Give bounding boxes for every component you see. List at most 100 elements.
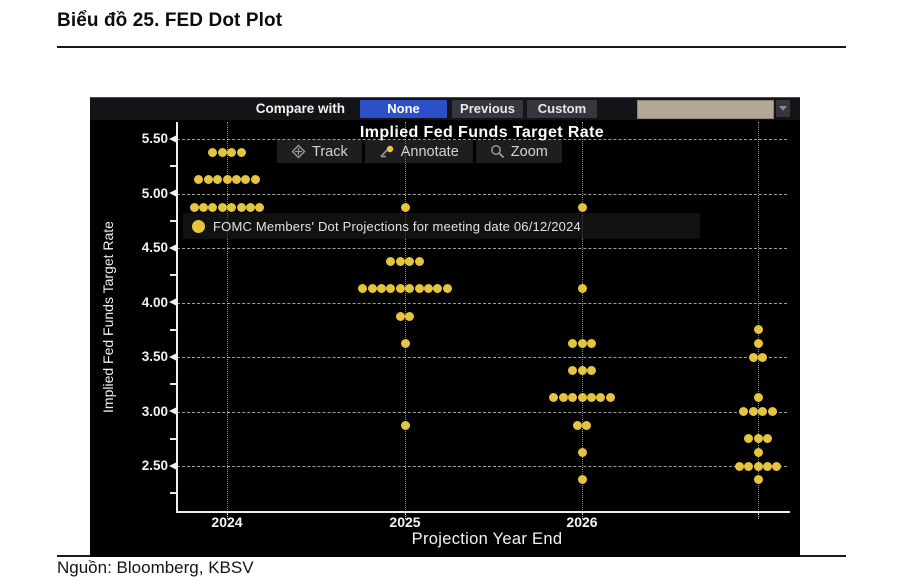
y-major-tick-marker (169, 243, 177, 252)
y-tick-label: 2.50 (141, 458, 168, 473)
fomc-dot (586, 393, 596, 403)
fomc-dot (213, 175, 223, 185)
fomc-dot (744, 461, 754, 471)
fomc-dot (767, 407, 777, 416)
legend-dot-icon (192, 219, 205, 233)
fomc-dot (442, 284, 452, 294)
zoom-button[interactable]: Zoom (475, 140, 562, 163)
y-minor-tick (170, 219, 177, 222)
y-tick-label: 3.50 (141, 349, 168, 364)
gridline-vertical (582, 122, 583, 512)
y-major-tick-marker (169, 189, 177, 197)
fomc-dot (758, 407, 768, 416)
compare-with-label: Compare with (255, 101, 345, 116)
fomc-dot (367, 284, 377, 294)
track-crosshair-icon (291, 144, 306, 159)
fomc-dot (377, 284, 386, 294)
x-tick-label: 2025 (389, 514, 421, 530)
fomc-dot (395, 284, 405, 294)
fomc-dot (577, 202, 587, 212)
y-minor-tick (170, 437, 177, 440)
gridline-horizontal (177, 302, 787, 304)
fomc-dot (753, 475, 763, 485)
fomc-dot (405, 311, 415, 321)
fomc-dot (424, 284, 433, 294)
x-axis-line (176, 511, 790, 513)
y-major-tick-marker (169, 461, 177, 470)
gridline-horizontal (177, 193, 787, 195)
page-title: Biểu đồ 25. FED Dot Plot (57, 10, 283, 31)
x-axis-tick (582, 513, 583, 519)
compare-none-button[interactable]: None (360, 100, 447, 118)
track-button[interactable]: Track (277, 140, 362, 163)
gridline-horizontal (177, 139, 787, 140)
fomc-dot (758, 352, 768, 362)
fomc-dot (400, 338, 410, 348)
track-label: Track (312, 143, 348, 160)
fomc-dot (386, 284, 396, 294)
dropdown-arrow-button[interactable] (776, 100, 790, 117)
fomc-dot (203, 175, 213, 185)
fomc-dot (236, 148, 246, 158)
y-axis-title: Implied Fed Funds Target Rate (100, 221, 116, 413)
fomc-dot (558, 393, 568, 403)
fomc-dot (748, 407, 758, 416)
zoom-magnifier-icon (490, 145, 504, 159)
gridline-horizontal (177, 411, 787, 413)
y-minor-tick (170, 328, 177, 331)
gridline-vertical (227, 122, 228, 512)
y-tick-label: 5.00 (141, 185, 168, 201)
fomc-dot (405, 257, 415, 267)
fomc-dot (577, 475, 587, 485)
y-minor-tick (170, 274, 177, 277)
fomc-dot (762, 434, 772, 444)
y-major-tick-marker (169, 407, 177, 415)
compare-dropdown-input[interactable] (637, 100, 774, 119)
fomc-dot (753, 393, 763, 403)
annotate-button[interactable]: Annotate (364, 140, 473, 163)
compare-previous-button[interactable]: Previous (452, 100, 523, 118)
fomc-dot (236, 202, 246, 212)
zoom-label: Zoom (510, 143, 548, 160)
gridline-horizontal (177, 466, 787, 467)
fomc-dot (568, 338, 578, 348)
fomc-dot (577, 447, 587, 457)
fomc-dot (414, 284, 424, 294)
fomc-dot (217, 202, 227, 212)
fomc-dot (762, 461, 772, 471)
x-axis-tick (405, 513, 406, 519)
fomc-dot (772, 461, 782, 471)
fomc-dot (194, 175, 204, 185)
chevron-down-icon (779, 106, 787, 111)
fomc-dot (734, 461, 744, 471)
fomc-dot (358, 284, 368, 294)
fomc-dot (577, 284, 587, 294)
fomc-dot (246, 202, 255, 212)
y-minor-tick (170, 165, 177, 168)
fomc-dot (400, 202, 410, 212)
x-tick-label: 2024 (211, 514, 243, 530)
y-tick-label: 5.50 (141, 131, 168, 146)
y-axis-line (176, 122, 178, 513)
fomc-dot (753, 434, 763, 444)
gridline-horizontal (177, 248, 787, 249)
y-minor-tick (170, 492, 177, 495)
fomc-dot (577, 366, 587, 376)
y-major-tick-marker (169, 352, 177, 361)
fomc-dot (395, 311, 405, 321)
source-caption: Nguồn: Bloomberg, KBSV (57, 558, 254, 577)
fomc-dot (572, 420, 582, 430)
chart-toolbar: Track Annotate Zoom (277, 140, 562, 163)
compare-custom-button[interactable]: Custom (527, 100, 597, 118)
fomc-dot (405, 284, 415, 294)
compare-bar: Compare with None Previous Custom (90, 98, 800, 120)
fomc-dot (596, 393, 606, 403)
y-tick-label: 4.00 (141, 294, 168, 310)
x-tick-label: 2026 (566, 514, 598, 530)
fomc-dot (231, 175, 241, 185)
fomc-dot (577, 393, 587, 403)
fomc-dot (222, 175, 232, 185)
x-axis-tick (758, 513, 759, 519)
fomc-dot (577, 338, 587, 348)
